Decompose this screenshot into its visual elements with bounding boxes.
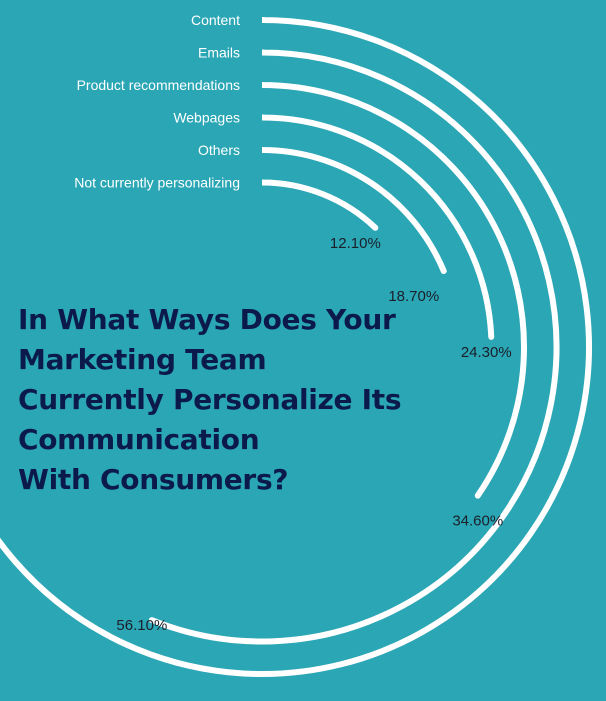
category-label: Not currently personalizing (74, 175, 240, 191)
value-label: 24.30% (461, 344, 512, 361)
bar-content (0, 17, 592, 677)
bar-webpages (261, 114, 495, 340)
category-label: Emails (198, 45, 240, 61)
category-label: Product recommendations (77, 77, 240, 93)
bar-not-currently-personalizing (261, 179, 379, 231)
category-label: Webpages (173, 110, 240, 126)
category-label: Content (191, 12, 240, 28)
value-label: 34.60% (452, 513, 503, 530)
value-label: 18.70% (388, 288, 439, 305)
bar-others (261, 147, 447, 275)
bar-product-recommendations (261, 82, 527, 499)
bar-emails (148, 49, 560, 645)
value-label: 12.10% (330, 235, 381, 252)
chart-title: In What Ways Does Your Marketing Team Cu… (18, 303, 402, 496)
category-label: Others (198, 142, 240, 158)
value-label: 56.10% (116, 617, 167, 634)
